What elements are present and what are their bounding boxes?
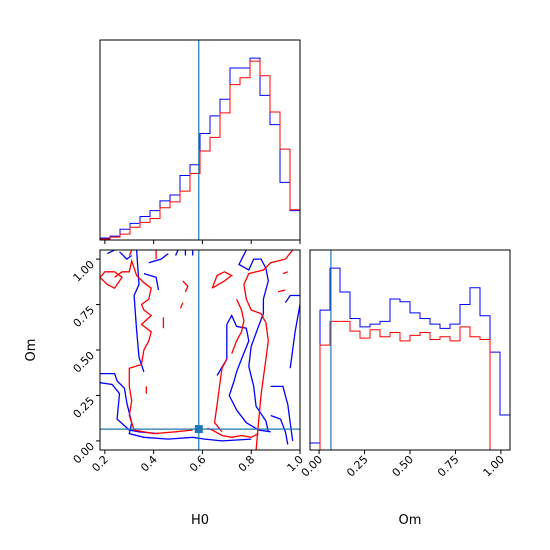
- contour-series-0-line-7: [270, 414, 289, 445]
- truth-point-marker: [194, 425, 203, 434]
- om-y-tick-label-2: 0.50: [71, 349, 98, 376]
- h0-histogram-panel: [99, 39, 301, 244]
- om-histogram-panel: 0.00 0.25 0.50 0.75 1.00 Om: [299, 249, 511, 528]
- om-x-tick-label-2: 0.50: [390, 453, 417, 480]
- contour-series-1-line-4: [231, 298, 245, 354]
- contour-series-0-line-6: [216, 314, 271, 433]
- contour-series-0-line-4: [143, 272, 160, 291]
- contour-series-0-line-10: [289, 304, 300, 369]
- h0-x-tick-label-0: 0.2: [89, 453, 111, 475]
- om-x-ticks: 0.00 0.25 0.50 0.75 1.00: [299, 450, 507, 479]
- contour-series-1-line-1: [114, 258, 193, 435]
- contour-series-0-line-11: [107, 250, 115, 255]
- y-axis-label-om: Om: [24, 339, 39, 362]
- om-x-tick-label-1: 0.25: [344, 453, 371, 480]
- contour-frame: [99, 249, 301, 451]
- om-hist-series-1: [310, 320, 510, 451]
- contour-series-1-line-7: [182, 280, 189, 293]
- h0-x-tick-label-2: 0.6: [187, 453, 209, 475]
- contour-series-0-line-1: [100, 382, 159, 435]
- contour-series-1-line-6: [213, 358, 228, 433]
- contour-series-1-line-5: [211, 271, 233, 289]
- h0-histogram-series: [99, 57, 301, 240]
- om-y-tick-label-1: 0.25: [71, 394, 98, 421]
- om-y-tick-label-4: 1.00: [71, 258, 98, 285]
- contour-series-1-line-2: [207, 427, 259, 438]
- contour-series-0-line-5: [238, 250, 269, 432]
- h0-histogram-x-ticks: [104, 240, 301, 244]
- contour-series-0-line-0: [100, 372, 252, 442]
- contour-series-1-line-3: [243, 250, 294, 450]
- om-hist-series-0: [309, 267, 511, 450]
- om-y-tick-label-3: 0.75: [71, 303, 98, 330]
- om-x-tick-label-3: 0.75: [435, 453, 462, 480]
- contour-series-0-line-2: [133, 250, 145, 373]
- contour-series-1-line-13: [128, 250, 133, 256]
- h0-histogram-frame: [99, 39, 301, 241]
- h0-om-contour-panel: 0.2 0.4 0.6 0.8 1.0 0.000.250.500.751.00 H0 …: [24, 249, 306, 528]
- contour-series-1-line-11: [277, 289, 286, 293]
- contour-series-1-line-0: [100, 271, 123, 290]
- x-axis-label-h0: H0: [191, 513, 209, 528]
- contour-series-0-line-15: [175, 250, 179, 256]
- contour-series-1-line-9: [179, 302, 184, 309]
- contour-series-0-line-9: [284, 294, 300, 304]
- contour-series-0-line-12: [119, 251, 133, 260]
- contour-series-1-line-12: [282, 271, 289, 275]
- om-x-tick-label-4: 1.00: [481, 453, 508, 480]
- contour-series-0-line-8: [270, 385, 294, 441]
- h0-x-tick-label-3: 0.8: [236, 453, 258, 475]
- h0-x-ticks: 0.2 0.4 0.6 0.8 1.0: [89, 450, 306, 474]
- h0-hist-series-1: [99, 60, 301, 240]
- om-x-tick-label-0: 0.00: [299, 453, 326, 480]
- contour-lines: [100, 250, 300, 450]
- contour-series-0-line-3: [148, 253, 169, 264]
- x-axis-label-om: Om: [399, 513, 422, 528]
- om-histogram-series: [309, 267, 511, 451]
- om-y-ticks: 0.000.250.500.751.00: [71, 258, 100, 466]
- h0-x-tick-label-1: 0.4: [138, 453, 160, 475]
